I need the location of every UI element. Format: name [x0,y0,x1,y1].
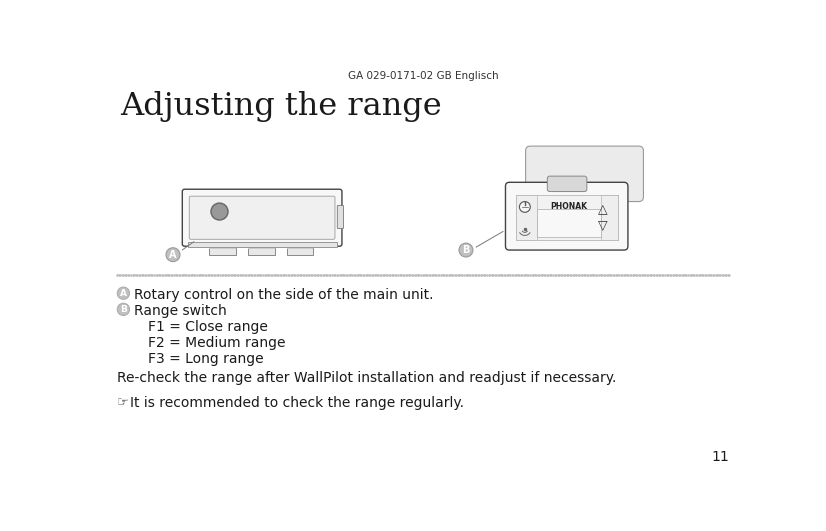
FancyBboxPatch shape [189,196,335,239]
Bar [210,248,235,249]
Bar [287,248,313,255]
Text: Adjusting the range: Adjusting the range [121,91,442,122]
Circle shape [459,243,473,257]
Circle shape [211,203,228,220]
Text: F2 = Medium range: F2 = Medium range [148,336,286,350]
Circle shape [117,303,130,315]
Bar [537,209,601,237]
Circle shape [117,287,130,299]
Bar [248,248,274,249]
Bar [287,248,313,249]
FancyBboxPatch shape [337,205,344,228]
Text: B: B [463,245,470,255]
Bar [601,195,618,240]
Bar [515,195,537,240]
Text: Rotary control on the side of the main unit.: Rotary control on the side of the main u… [135,288,434,302]
Text: A: A [169,250,177,260]
Text: PHONAK: PHONAK [550,202,587,211]
Bar [515,195,618,240]
Text: F1 = Close range: F1 = Close range [148,320,268,334]
FancyBboxPatch shape [506,182,628,250]
Text: Re-check the range after WallPilot installation and readjust if necessary.: Re-check the range after WallPilot insta… [117,371,616,385]
Circle shape [520,202,530,212]
Bar [188,242,336,247]
Text: Range switch: Range switch [135,304,227,318]
Circle shape [166,248,180,262]
Text: A: A [120,289,127,298]
Text: F3 = Long range: F3 = Long range [148,353,263,366]
FancyBboxPatch shape [525,146,643,202]
Text: It is recommended to check the range regularly.: It is recommended to check the range reg… [131,396,464,410]
FancyBboxPatch shape [548,176,586,192]
Text: ▽: ▽ [597,219,607,232]
FancyBboxPatch shape [183,189,342,246]
Bar [210,248,235,255]
Text: 11: 11 [712,450,729,464]
Text: △: △ [597,203,607,217]
Bar [248,248,274,255]
Text: GA 029-0171-02 GB Englisch: GA 029-0171-02 GB Englisch [348,72,499,81]
Text: B: B [120,305,127,314]
Text: ☞: ☞ [117,396,129,409]
